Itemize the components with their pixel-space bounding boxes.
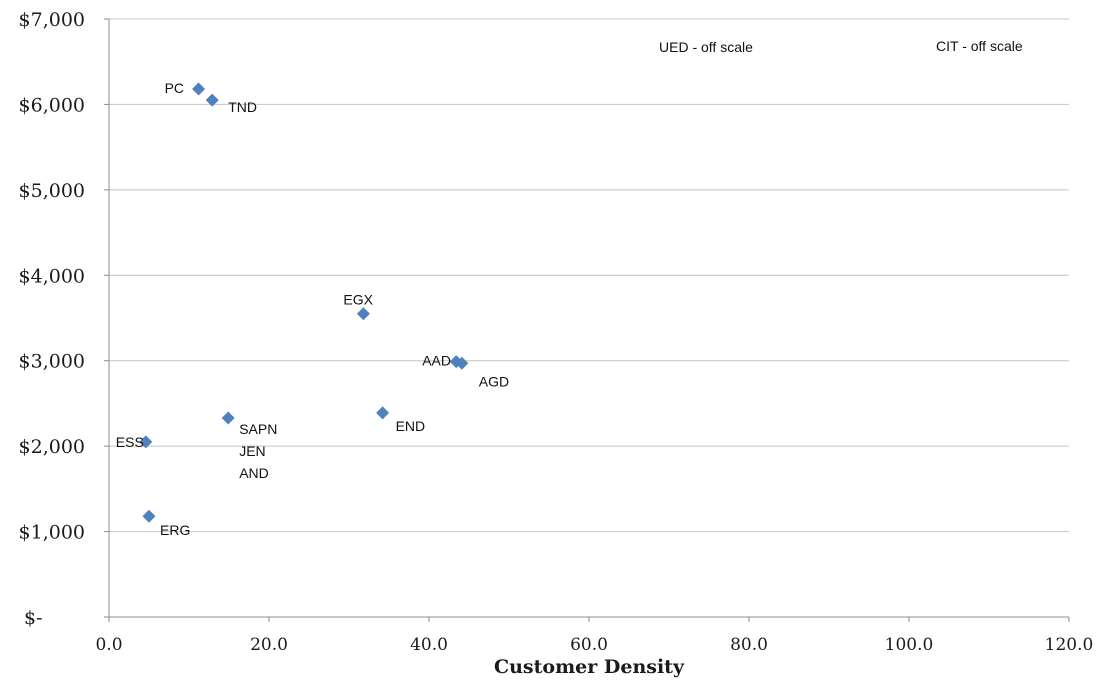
data-point-end [376, 406, 390, 420]
x-tick-label-4: 80.0 [730, 635, 768, 655]
y-tick-label-7: $7,000 [19, 9, 85, 31]
point-label-sapn: SAPN JEN AND [239, 421, 277, 481]
x-tick-label-0: 0.0 [95, 635, 122, 655]
data-point-erg [142, 509, 156, 523]
annotation-ued: UED - off scale [659, 39, 753, 55]
data-point-pc [192, 82, 206, 96]
point-label-aad: AAD [422, 353, 451, 369]
data-point-sapn [221, 411, 235, 425]
point-label-tnd: TND [228, 99, 257, 115]
data-point-egx [356, 307, 370, 321]
point-label-end: END [396, 418, 426, 434]
x-tick-label-5: 100.0 [885, 635, 934, 655]
point-label-agd: AGD [479, 373, 509, 389]
y-tick-label-2: $2,000 [19, 436, 85, 458]
annotation-cit: CIT - off scale [936, 38, 1023, 54]
gridlines [109, 18, 1069, 533]
y-tick-label-0: $- [24, 607, 43, 629]
y-tick-label-4: $4,000 [19, 265, 85, 287]
x-tick-label-3: 60.0 [570, 635, 608, 655]
point-labels: PC TND EGX AAD AGD END SAPN JEN AND ESS ERG [116, 80, 509, 538]
y-tick-label-1: $1,000 [19, 522, 85, 544]
y-axis-ticks: $- $1,000 $2,000 $3,000 $4,000 $5,000 $6,000 $7… [19, 9, 109, 629]
data-point-ess [139, 435, 153, 449]
data-point-tnd [205, 93, 219, 107]
data-point-agd [455, 356, 469, 370]
x-tick-label-2: 40.0 [410, 635, 448, 655]
x-axis-label: Customer Density [494, 656, 685, 678]
point-label-egx: EGX [343, 292, 373, 308]
x-tick-label-6: 120.0 [1045, 635, 1094, 655]
x-axis-ticks: 0.0 20.0 40.0 60.0 80.0 100.0 120.0 [95, 617, 1093, 655]
point-label-pc: PC [165, 80, 184, 96]
point-label-ess: ESS [116, 434, 144, 450]
x-tick-label-1: 20.0 [250, 635, 288, 655]
data-points [139, 82, 469, 523]
y-tick-label-5: $5,000 [19, 180, 85, 202]
y-tick-label-3: $3,000 [19, 351, 85, 373]
point-label-erg: ERG [160, 522, 190, 538]
y-tick-label-6: $6,000 [19, 94, 85, 116]
